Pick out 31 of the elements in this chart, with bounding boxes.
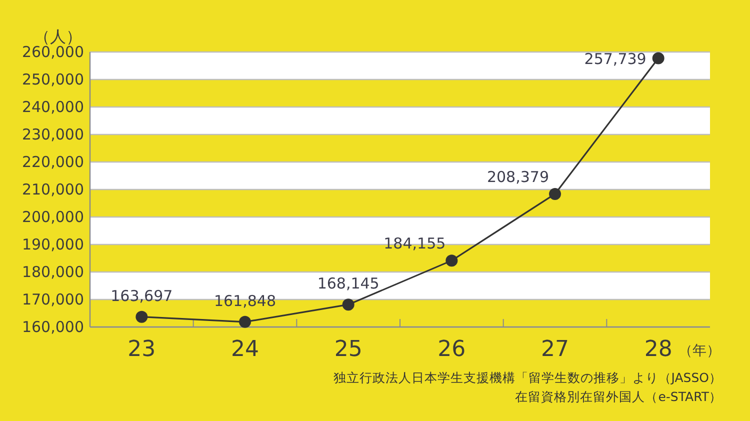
text: 独立行政法人日本学生支援機構「留学生数の推移」より（JASSO） <box>333 370 722 385</box>
x-tick-label: 25 <box>334 337 362 362</box>
data-label: 168,145 <box>317 274 380 293</box>
text: 在留資格別在留外国人（e-START） <box>515 389 722 404</box>
x-tick-label: 23 <box>128 337 156 362</box>
y-axis-title: （人） <box>34 27 82 46</box>
y-tick-label: 210,000 <box>22 180 84 198</box>
point <box>446 254 458 267</box>
y-tick-label: 180,000 <box>22 263 84 281</box>
point <box>136 310 148 323</box>
data-label: 163,697 <box>110 286 173 305</box>
point <box>239 316 251 328</box>
x-axis-title: （年） <box>678 343 720 359</box>
x-tick-label: 28 <box>644 337 672 362</box>
y-tick-label: 230,000 <box>22 126 84 144</box>
y-tick-label: 260,000 <box>22 43 84 61</box>
y-tick-label: 240,000 <box>22 98 84 116</box>
data-label: 208,379 <box>486 168 549 186</box>
y-tick-label: 200,000 <box>22 208 84 226</box>
point <box>652 52 664 64</box>
y-tick-label: 250,000 <box>22 70 84 88</box>
point <box>342 298 354 311</box>
x-tick-label: 24 <box>231 337 259 362</box>
data-label: 257,739 <box>584 50 646 68</box>
point <box>549 188 561 200</box>
y-tick-label: 220,000 <box>22 153 84 171</box>
y-tick-label: 190,000 <box>22 236 84 254</box>
x-tick-label: 27 <box>541 337 569 362</box>
y-tick-label: 170,000 <box>22 290 84 308</box>
x-tick-label: 26 <box>438 337 466 362</box>
y-tick-label: 160,000 <box>22 318 84 336</box>
